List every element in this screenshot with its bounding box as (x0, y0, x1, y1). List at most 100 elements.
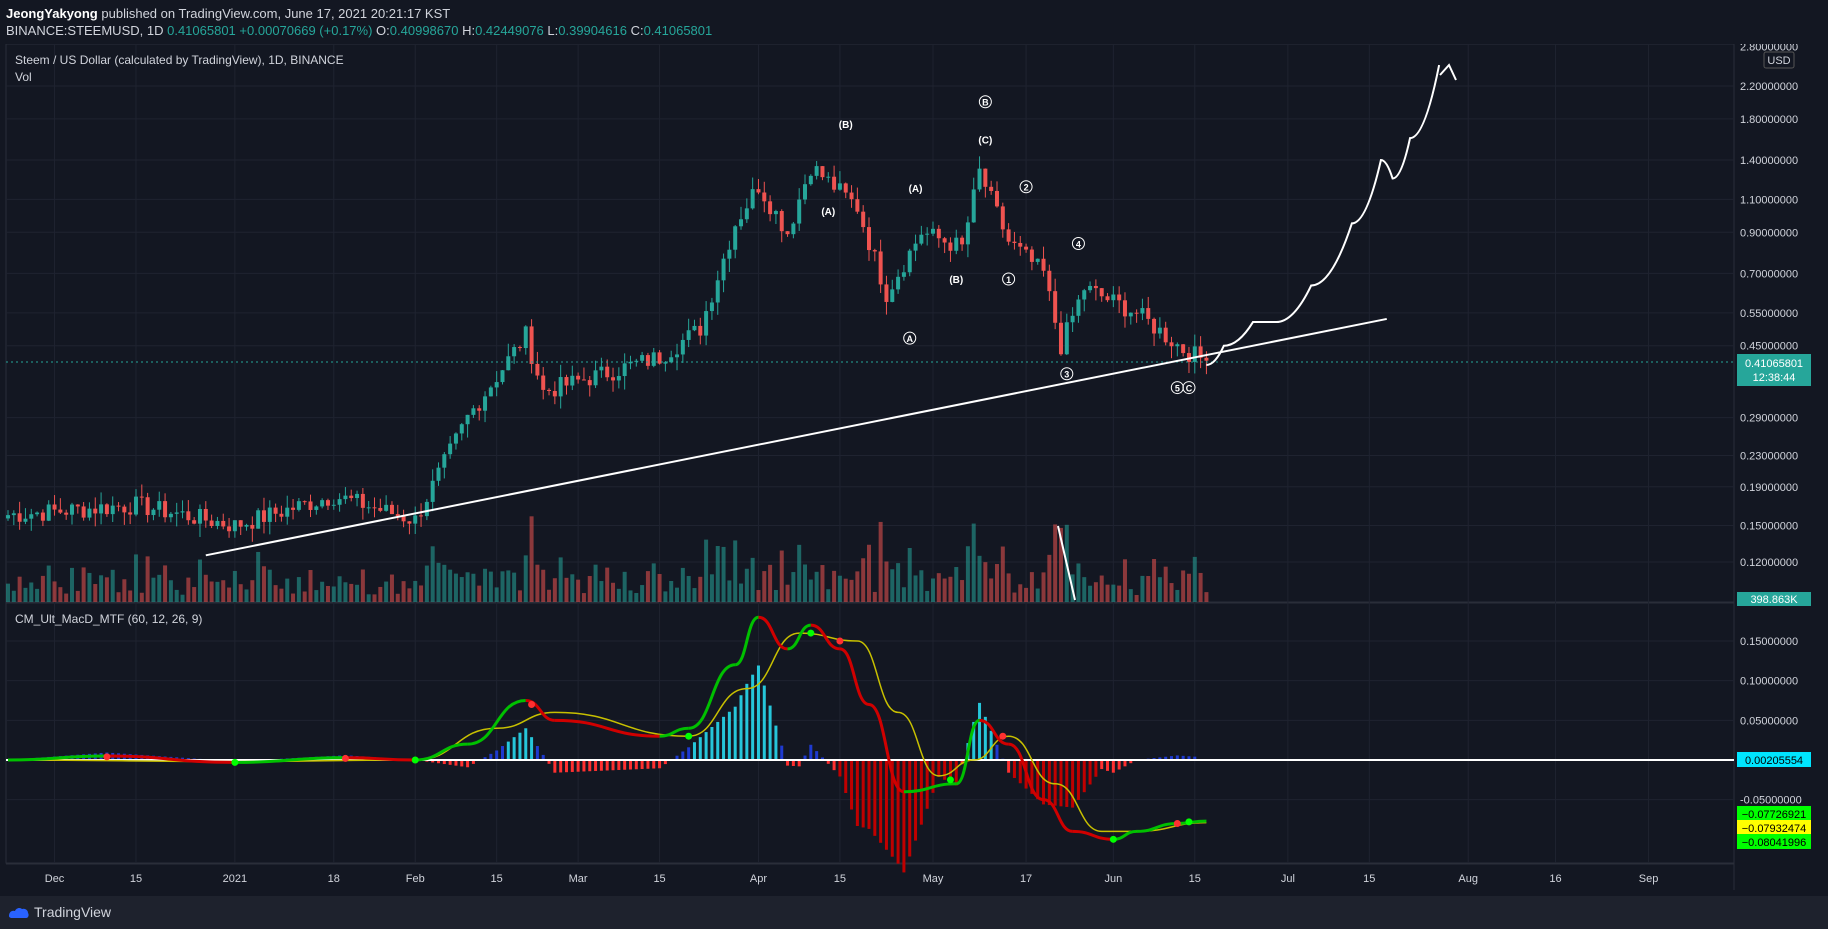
volume-bar (1029, 572, 1034, 602)
macd-histogram-bar (931, 760, 935, 793)
candle-body (436, 467, 441, 481)
candle-body (442, 454, 447, 468)
candle-body (1163, 327, 1168, 343)
volume-bar (919, 570, 924, 602)
volume-bar (1175, 589, 1180, 602)
time-axis[interactable]: Dec 15 2021 18 Feb 15 Mar 15 Apr 15 May 17 Jun 15 Jul 1… (45, 873, 1659, 885)
symbol-label: BINANCE:STEEMUSD, 1D (6, 23, 164, 38)
macd-histogram-bar (640, 760, 644, 770)
currency-label: USD (1767, 55, 1790, 67)
volume-bar (948, 576, 953, 602)
candle-body (1024, 246, 1029, 250)
candle-body (291, 507, 296, 510)
wave-label: (B) (839, 120, 853, 131)
macd-axis[interactable]: 0.15000000 0.10000000 0.05000000 -0.0500000… (1740, 636, 1802, 807)
macd-histogram-bar (611, 760, 615, 771)
candle-body (17, 513, 22, 522)
macd-histogram-bar (681, 751, 685, 760)
volume-bar (872, 591, 877, 602)
author-name[interactable]: JeongYakyong (6, 6, 98, 21)
macd-tick-label: -0.05000000 (1740, 795, 1802, 807)
chart-canvas[interactable]: (B) (A) (A) (B) (C) B A 1 2 3 4 5 C Steem / US Dolla… (0, 44, 1828, 896)
candle-body (913, 243, 918, 251)
candle-body (587, 380, 592, 386)
volume-bar (221, 580, 226, 602)
high-value: 0.42449076 (475, 23, 544, 38)
volume-bar (762, 571, 767, 602)
candle-body (523, 326, 528, 349)
volume-bar (692, 588, 697, 602)
macd-histogram-bar (960, 760, 964, 765)
volume-bar (1058, 527, 1063, 602)
macd-line-segment (234, 756, 346, 764)
volume-bar (139, 592, 144, 602)
macd-histogram-bar (1053, 760, 1057, 806)
candle-body (1093, 285, 1098, 289)
macd-tick-label: 0.05000000 (1740, 715, 1798, 727)
candle-body (576, 375, 581, 380)
tradingview-logo[interactable]: TradingView (8, 904, 111, 920)
candle-body (349, 495, 354, 499)
volume-bar (913, 575, 918, 602)
volume-bar (750, 557, 755, 602)
macd-histogram-bar (1111, 760, 1115, 773)
volume-bar (936, 573, 941, 602)
macd-line-segment (7, 754, 107, 762)
open-label: O: (376, 23, 390, 38)
candle-body (1088, 285, 1093, 291)
candle-body (75, 504, 80, 507)
volume-bar (942, 578, 947, 602)
price-axis[interactable]: 2.80000000 2.20000000 1.80000000 1.40000000… (1740, 44, 1798, 569)
macd-histogram-bar (1030, 760, 1034, 794)
currency-badge[interactable] (1763, 51, 1795, 69)
volume-bar (215, 581, 220, 602)
wave-label-circle (1060, 367, 1074, 381)
volume-bar (901, 587, 906, 602)
candle-body (256, 510, 261, 529)
candle-body (360, 493, 365, 508)
macd-histogram-bar (704, 732, 708, 760)
macd-histogram-bar (623, 760, 627, 770)
candle-body (896, 276, 901, 290)
volume-bar (6, 583, 10, 602)
candle-body (87, 508, 92, 518)
elliott-wave-labels: (B) (A) (A) (B) (C) B A 1 2 3 4 5 C (821, 95, 1196, 395)
candle-body (506, 356, 511, 371)
macd-line-segment (1008, 742, 1044, 802)
macd-histogram-bar (617, 760, 621, 770)
macd-histogram-bar (663, 760, 667, 765)
volume-bar (360, 569, 365, 602)
projection-path[interactable] (1206, 64, 1441, 366)
volume-bar (337, 576, 342, 602)
volume-bar (622, 571, 627, 602)
macd-line-segment (1136, 821, 1178, 833)
volume-bar (960, 580, 965, 602)
candle-body (331, 504, 336, 506)
volume-bar (576, 579, 581, 602)
macd-value-badge (1737, 820, 1811, 835)
volume-bar (616, 588, 621, 602)
volume-bar (151, 577, 156, 602)
wave-label: (A) (909, 184, 923, 195)
volume-bar (1122, 559, 1127, 602)
time-tick-label: Sep (1639, 873, 1659, 885)
volume-bar (174, 589, 179, 602)
candle-body (965, 222, 970, 245)
macd-line-segment (734, 615, 760, 667)
candle-body (139, 496, 144, 498)
macd-histogram-bar (489, 753, 493, 760)
price-tick-label: 1.80000000 (1740, 114, 1798, 126)
trendline[interactable] (205, 317, 1387, 557)
macd-histogram-bar (861, 760, 865, 828)
candle-body (960, 237, 965, 245)
candle-body (250, 524, 255, 529)
volume-bar (843, 578, 848, 602)
high-label: H: (462, 23, 476, 38)
candle-body (244, 524, 249, 527)
candle-body (867, 227, 871, 251)
candle-body (698, 325, 703, 336)
candle-body (1041, 258, 1046, 271)
volume-bar (1093, 582, 1098, 602)
macd-histogram-bar (431, 760, 435, 763)
macd-histogram-bar (506, 741, 510, 760)
